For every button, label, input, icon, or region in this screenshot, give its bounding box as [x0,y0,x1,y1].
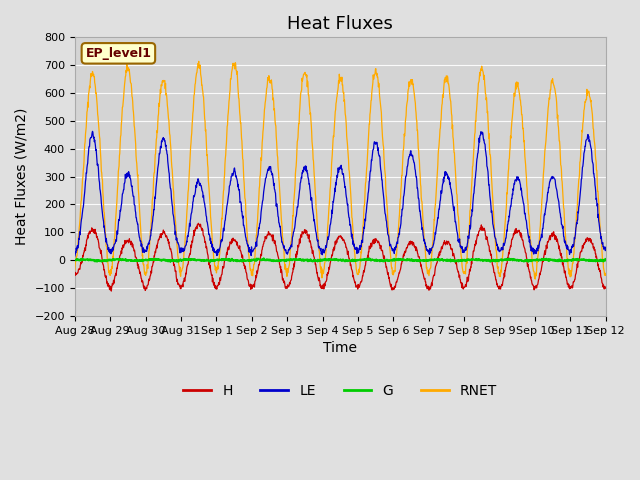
X-axis label: Time: Time [323,341,357,355]
Legend: H, LE, G, RNET: H, LE, G, RNET [178,378,502,404]
Title: Heat Fluxes: Heat Fluxes [287,15,393,33]
Y-axis label: Heat Fluxes (W/m2): Heat Fluxes (W/m2) [15,108,29,245]
Text: EP_level1: EP_level1 [85,47,152,60]
